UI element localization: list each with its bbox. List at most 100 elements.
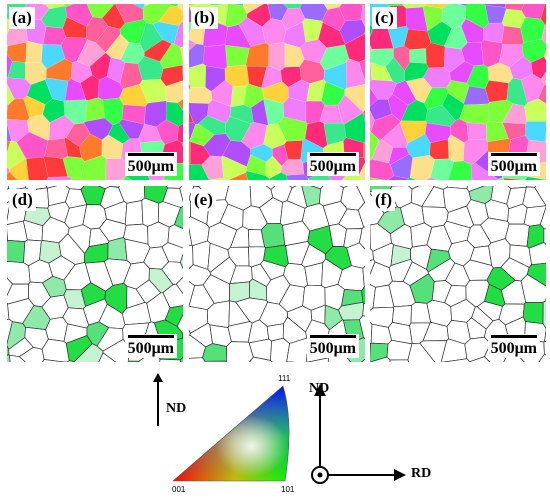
legend-corner-001: 001 <box>172 485 186 494</box>
grain <box>238 16 266 47</box>
boundary-map-d: (d) 500μm <box>7 186 183 362</box>
grain <box>63 4 75 8</box>
ipf-map-a: (a) 500μm <box>7 4 183 180</box>
grain <box>117 177 125 180</box>
grain <box>370 44 373 56</box>
grain <box>370 177 387 180</box>
grain <box>228 172 248 180</box>
grain <box>189 38 197 51</box>
grain-outline <box>356 186 365 203</box>
grain <box>524 176 546 180</box>
grain-outline <box>42 359 68 362</box>
grain <box>7 118 30 143</box>
grain <box>480 39 504 68</box>
grain-outline <box>9 354 26 362</box>
grain <box>70 177 82 180</box>
scale-bar-e: 500μm <box>306 334 359 358</box>
grain <box>44 138 69 160</box>
scale-bar-text-b: 500μm <box>309 158 356 175</box>
grain <box>530 56 546 80</box>
grain-outline <box>179 186 183 203</box>
grain <box>370 23 374 38</box>
grain-outline <box>7 240 26 264</box>
panel-label-f: (f) <box>372 189 395 211</box>
grain-outline <box>469 356 491 362</box>
grain <box>123 176 133 180</box>
grain-outline <box>98 352 117 362</box>
grain <box>425 177 439 180</box>
grain <box>483 22 505 44</box>
grain-outline <box>175 276 183 295</box>
grain <box>268 172 288 180</box>
grain-outline <box>189 357 206 362</box>
grain <box>181 141 183 148</box>
grain-outline <box>124 200 144 226</box>
axis-nd-label: ND <box>309 381 330 396</box>
grain <box>60 36 88 63</box>
grain <box>225 44 250 67</box>
grain-outline <box>407 342 436 362</box>
grain-outline <box>270 337 290 362</box>
grain-outline <box>534 186 546 207</box>
grain <box>189 82 191 91</box>
grain <box>84 97 105 123</box>
grain <box>132 4 145 10</box>
panel-label-b: (b) <box>191 7 218 29</box>
panel-label-e: (e) <box>191 189 216 211</box>
grain <box>506 77 528 107</box>
grain <box>358 162 365 180</box>
grain-outline <box>526 262 546 287</box>
grain-outline <box>180 356 183 362</box>
grain-map-b <box>189 4 365 180</box>
grain <box>246 154 267 177</box>
grain-outline <box>266 323 284 342</box>
grain <box>469 178 475 180</box>
grain-boundary-map-f <box>370 186 546 362</box>
grain <box>266 4 271 5</box>
grain-outline <box>389 359 409 362</box>
grain <box>403 28 432 50</box>
grain-outline <box>7 345 10 356</box>
grain <box>42 26 67 46</box>
scale-bar-c: 500μm <box>487 152 540 176</box>
grain <box>189 122 196 141</box>
grain-outline <box>361 358 365 362</box>
grain-outline <box>362 266 365 288</box>
legend-corner-101: 101 <box>281 485 295 494</box>
grain <box>144 39 173 63</box>
grain <box>180 46 183 65</box>
grain <box>405 77 433 104</box>
grain <box>208 177 227 180</box>
grain <box>399 120 427 144</box>
grain <box>409 48 427 64</box>
panel-label-d: (d) <box>9 189 36 211</box>
grain <box>407 177 417 180</box>
legend-nd-label: ND <box>166 401 187 416</box>
grain-outline <box>265 186 276 190</box>
grain-outline <box>386 339 413 361</box>
grain-outline <box>260 222 286 249</box>
grain <box>425 42 446 69</box>
grain-outline <box>127 360 140 362</box>
grain <box>387 175 409 180</box>
grain <box>176 4 183 12</box>
axis-rd-label: RD <box>411 466 432 481</box>
grain-boundary-map-d <box>7 186 183 362</box>
grain <box>388 147 410 166</box>
grain <box>465 4 489 29</box>
scale-bar-a: 500μm <box>124 152 177 176</box>
grain <box>250 98 269 126</box>
grain <box>393 45 411 72</box>
grain <box>370 131 380 161</box>
boundary-map-f: (f) 500μm <box>370 186 546 362</box>
grain <box>449 61 475 84</box>
grain <box>543 49 546 61</box>
grain-outline <box>159 358 181 362</box>
grain <box>521 38 546 63</box>
grain-outline <box>7 261 31 285</box>
grain <box>360 4 365 6</box>
grain-outline <box>141 197 160 227</box>
grain-outline <box>304 262 324 287</box>
grain <box>40 4 47 6</box>
grain <box>62 16 88 39</box>
